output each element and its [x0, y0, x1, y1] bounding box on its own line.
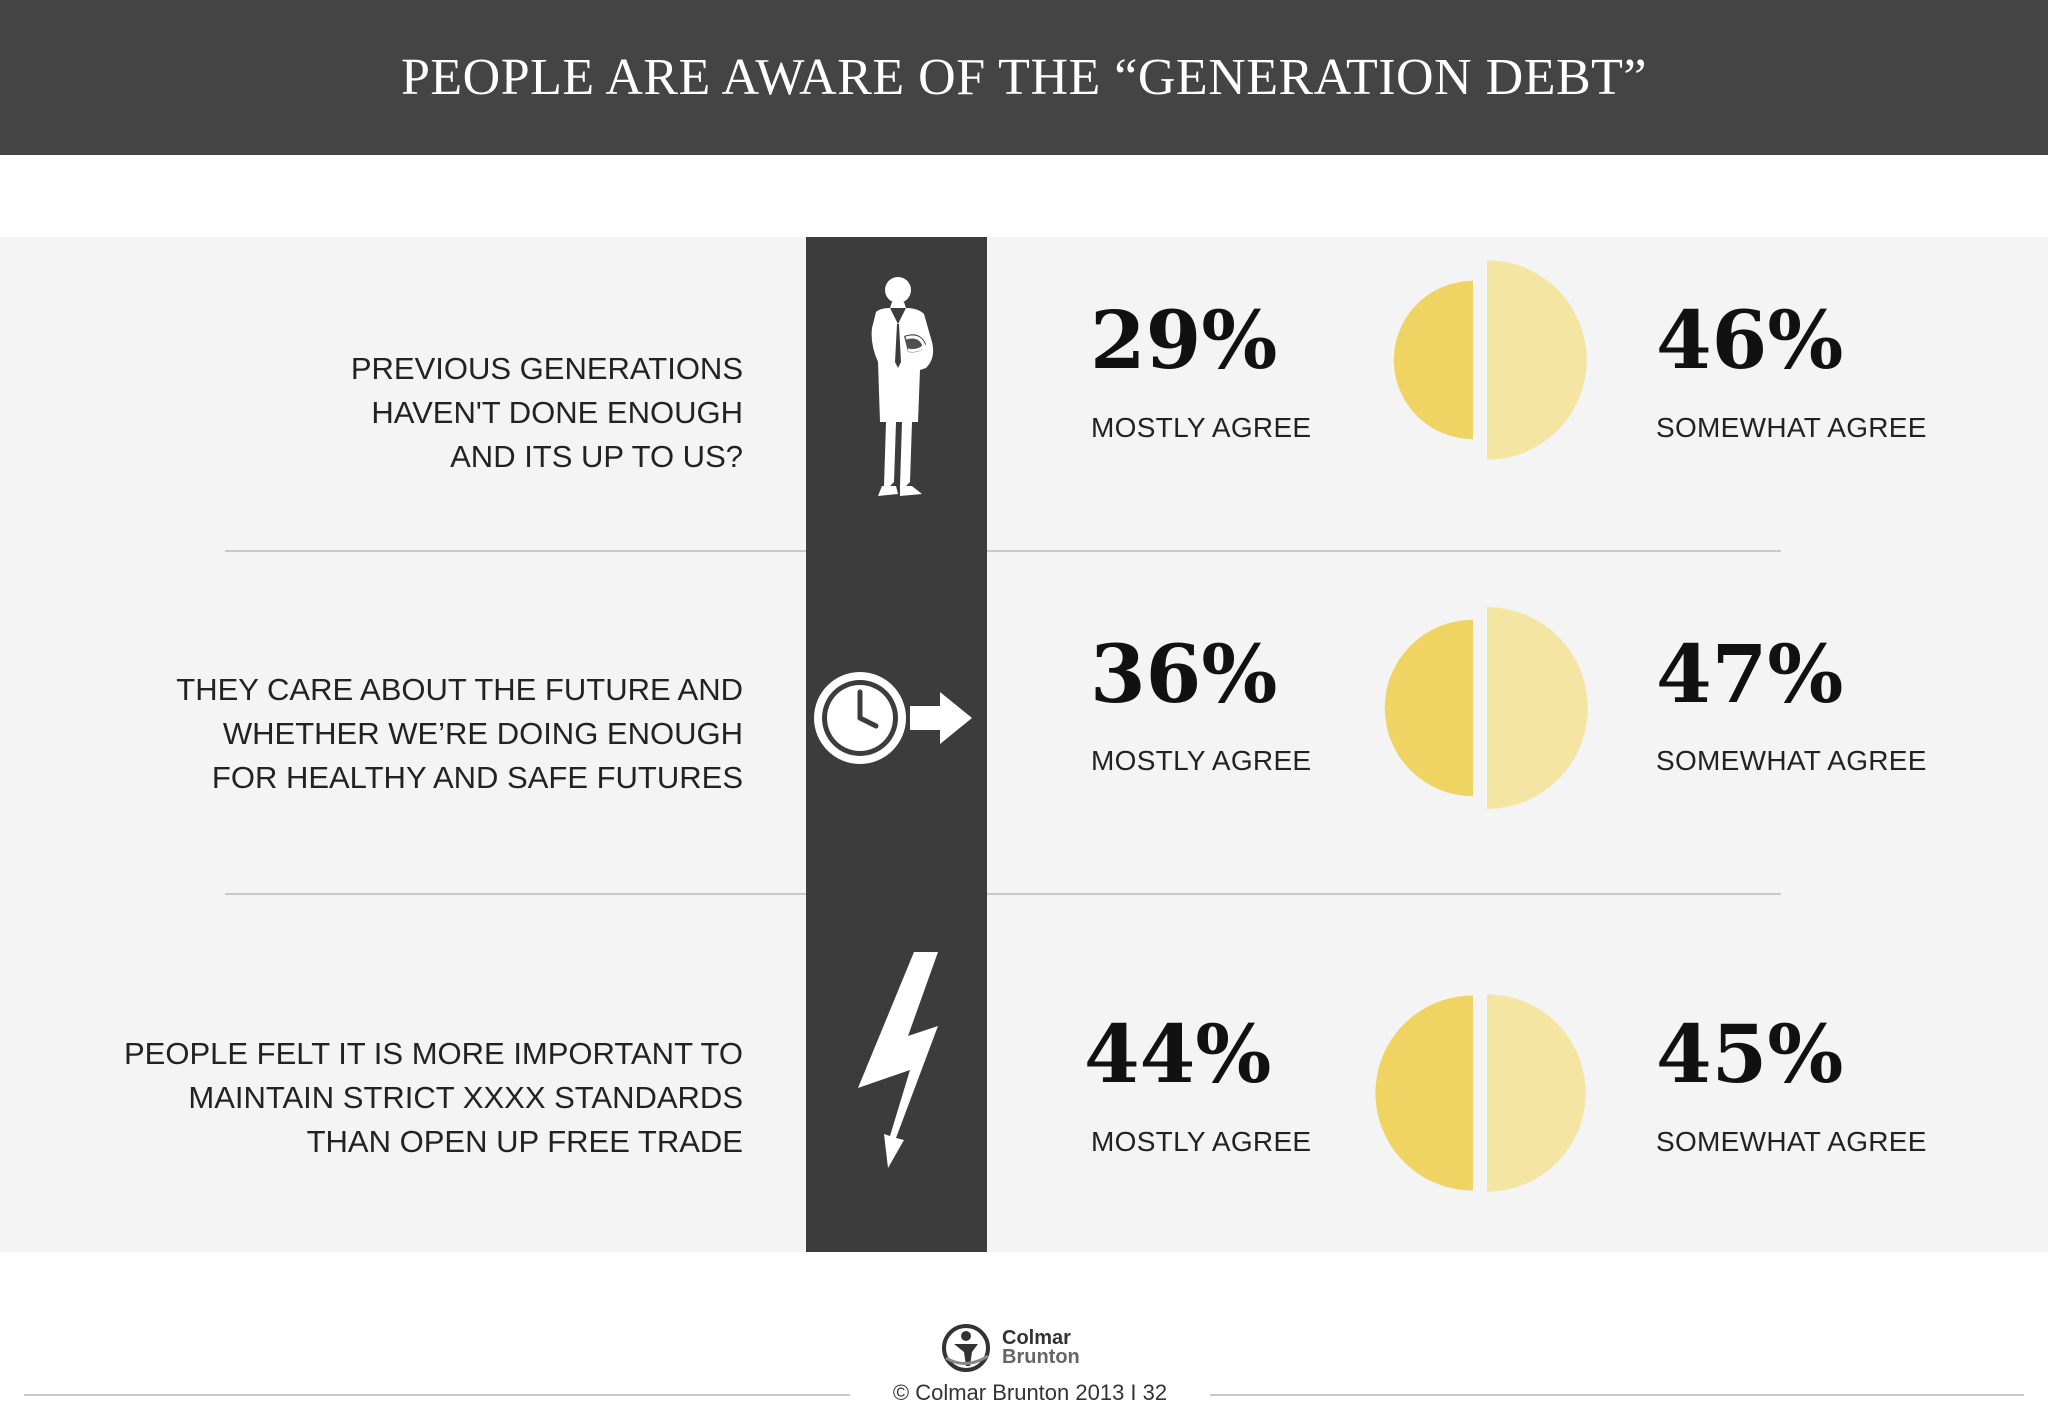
mostly-agree-label-3: MOSTLY AGREE — [1091, 1126, 1312, 1157]
row-divider — [225, 550, 1781, 552]
somewhat-agree-label-3: SOMEWHAT AGREE — [1656, 1126, 1927, 1157]
somewhat-agree-label-1: SOMEWHAT AGREE — [1656, 412, 1927, 443]
logo-text-brunton: Brunton — [1002, 1346, 1080, 1368]
mostly-agree-label-2: MOSTLY AGREE — [1091, 745, 1312, 776]
row-divider — [225, 893, 1781, 895]
lightning-bolt-icon — [858, 952, 938, 1168]
logo-text-colmar: Colmar — [1002, 1327, 1071, 1349]
copyright-footer: © Colmar Brunton 2013 I 32 — [892, 1380, 1168, 1405]
mostly-agree-value-2: 36% — [1090, 627, 1278, 721]
clock-arrow-icon — [814, 672, 972, 764]
header-bar: PEOPLE ARE AWARE OF THE “GENERATION DEBT… — [0, 0, 2048, 155]
footer-rule-right — [1210, 1394, 2024, 1396]
businessman-icon — [871, 277, 934, 496]
mostly-agree-value-1: 29% — [1090, 293, 1278, 387]
somewhat-agree-value-1: 46% — [1656, 293, 1844, 387]
mostly-agree-label-1: MOSTLY AGREE — [1091, 412, 1312, 443]
mostly-agree-value-3: 44% — [1084, 1007, 1272, 1101]
somewhat-agree-label-2: SOMEWHAT AGREE — [1656, 745, 1927, 776]
content-panel — [0, 237, 2048, 1252]
footer-rule-left — [24, 1394, 850, 1396]
logo-mark-icon — [942, 1324, 990, 1372]
colmar-brunton-logo: Colmar Brunton — [940, 1322, 1110, 1374]
statement-2: THEY CARE ABOUT THE FUTURE AND WHETHER W… — [176, 672, 743, 795]
statement-3: PEOPLE FELT IT IS MORE IMPORTANT TO MAIN… — [123, 1036, 743, 1159]
somewhat-agree-value-2: 47% — [1656, 627, 1844, 721]
somewhat-agree-value-3: 45% — [1656, 1007, 1844, 1101]
page-title: PEOPLE ARE AWARE OF THE “GENERATION DEBT… — [401, 49, 1647, 106]
statement-1: PREVIOUS GENERATIONS HAVEN'T DONE ENOUGH… — [350, 351, 743, 474]
